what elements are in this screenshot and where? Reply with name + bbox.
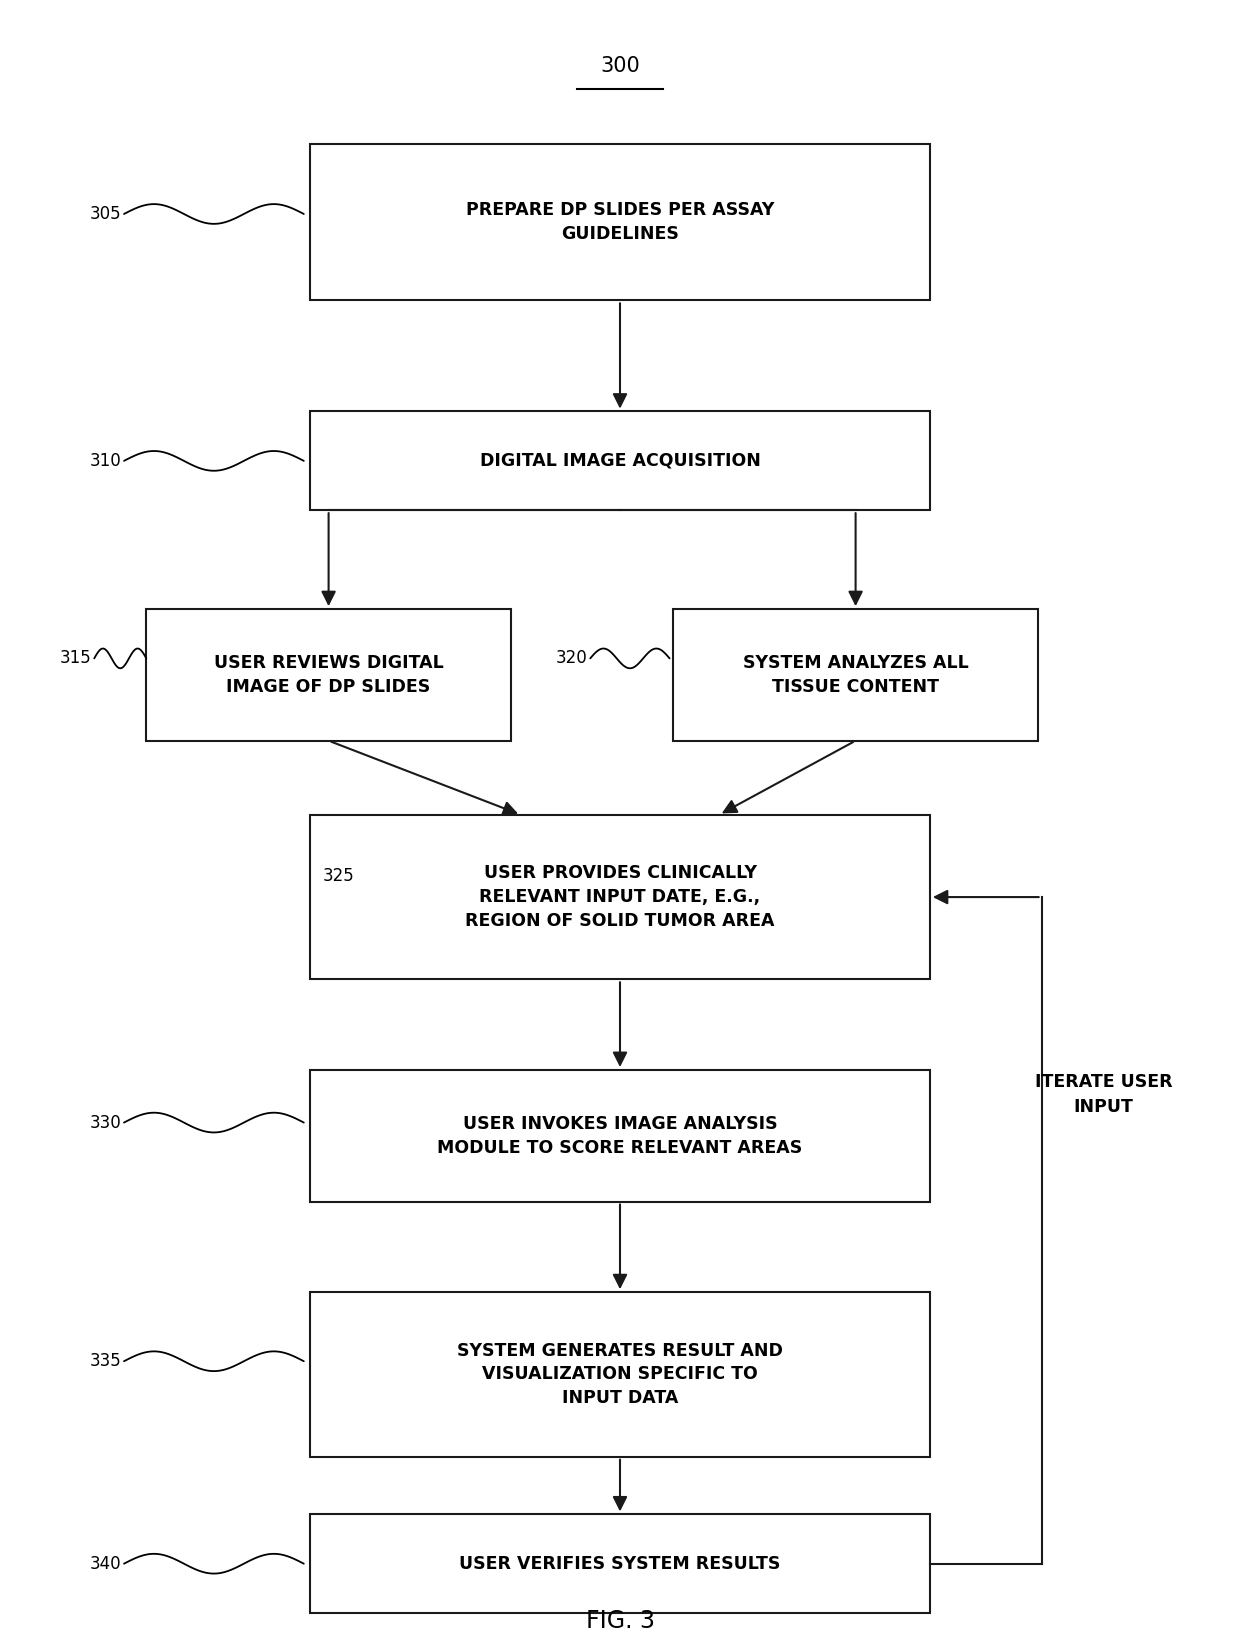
Text: DIGITAL IMAGE ACQUISITION: DIGITAL IMAGE ACQUISITION: [480, 453, 760, 469]
Bar: [310, 1514, 930, 1613]
Bar: [310, 1070, 930, 1202]
Text: PREPARE DP SLIDES PER ASSAY
GUIDELINES: PREPARE DP SLIDES PER ASSAY GUIDELINES: [466, 201, 774, 244]
Bar: [146, 609, 511, 741]
Text: 305: 305: [89, 206, 122, 222]
Text: USER VERIFIES SYSTEM RESULTS: USER VERIFIES SYSTEM RESULTS: [459, 1555, 781, 1572]
Bar: [310, 145, 930, 301]
Bar: [310, 1292, 930, 1457]
Text: 335: 335: [89, 1353, 122, 1369]
Text: USER INVOKES IMAGE ANALYSIS
MODULE TO SCORE RELEVANT AREAS: USER INVOKES IMAGE ANALYSIS MODULE TO SC…: [438, 1114, 802, 1157]
Bar: [672, 609, 1038, 741]
Text: SYSTEM GENERATES RESULT AND
VISUALIZATION SPECIFIC TO
INPUT DATA: SYSTEM GENERATES RESULT AND VISUALIZATIO…: [458, 1341, 782, 1407]
Text: USER PROVIDES CLINICALLY
RELEVANT INPUT DATE, E.G.,
REGION OF SOLID TUMOR AREA: USER PROVIDES CLINICALLY RELEVANT INPUT …: [465, 864, 775, 930]
Text: USER REVIEWS DIGITAL
IMAGE OF DP SLIDES: USER REVIEWS DIGITAL IMAGE OF DP SLIDES: [213, 653, 444, 696]
Text: 325: 325: [322, 867, 355, 884]
Text: FIG. 3: FIG. 3: [585, 1608, 655, 1633]
Text: ITERATE USER
INPUT: ITERATE USER INPUT: [1035, 1073, 1172, 1116]
Text: 300: 300: [600, 56, 640, 76]
Bar: [310, 412, 930, 510]
Text: 330: 330: [89, 1114, 122, 1131]
Text: 320: 320: [556, 650, 588, 667]
Text: 340: 340: [89, 1555, 122, 1572]
Text: SYSTEM ANALYZES ALL
TISSUE CONTENT: SYSTEM ANALYZES ALL TISSUE CONTENT: [743, 653, 968, 696]
Text: 315: 315: [60, 650, 92, 667]
Bar: [310, 815, 930, 979]
Text: 310: 310: [89, 453, 122, 469]
